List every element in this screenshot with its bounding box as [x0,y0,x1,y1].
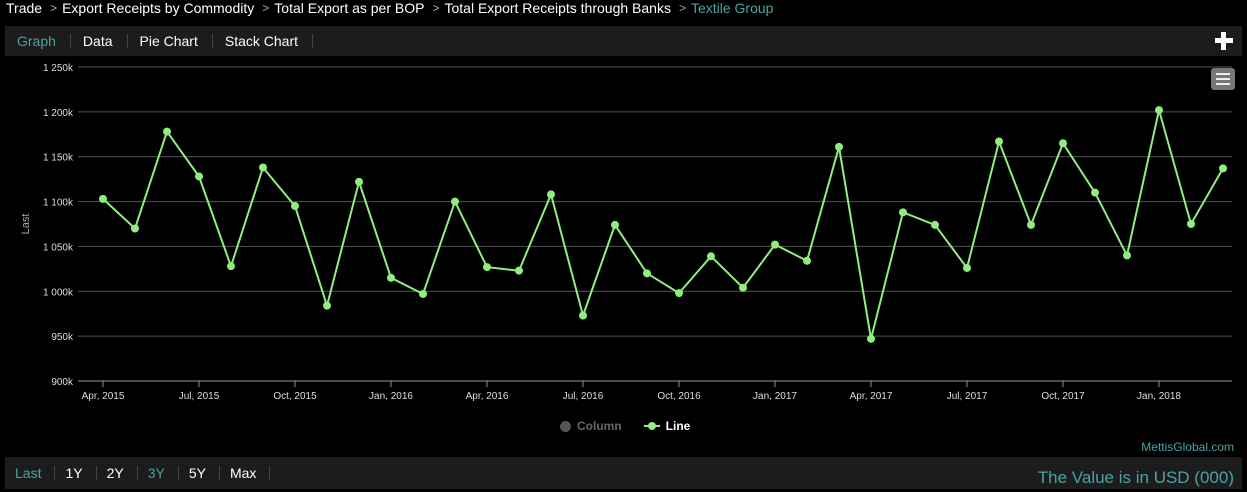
x-axis: Apr, 2015 Jul, 2015 Oct, 2015 Jan, 2016 Apr,… [82,381,1181,402]
data-point[interactable] [1187,220,1195,228]
tab-pie-chart[interactable]: Pie Chart [128,34,213,48]
x-tick-label: Jul, 2015 [179,391,220,402]
y-tick-label: 950k [51,332,74,343]
x-tick-label: Apr, 2017 [850,391,893,402]
data-point[interactable] [451,197,459,206]
data-point[interactable] [355,177,363,186]
data-point[interactable] [803,256,811,265]
chart-grid [78,66,1232,382]
breadcrumb-item[interactable]: Total Export as per BOP [274,0,425,16]
range-last[interactable]: Last [5,466,56,480]
x-tick-label: Jul, 2016 [563,391,604,402]
y-axis: 900k 950k 1 000k 1 050k 1 100k 1 150k 1 200k 1 … [43,63,74,388]
series-line [102,109,1224,340]
breadcrumb-item[interactable]: Total Export Receipts through Banks [444,0,671,16]
data-point[interactable] [515,266,523,275]
data-point[interactable] [483,263,491,272]
x-tick-label: Oct, 2015 [273,391,317,402]
data-point[interactable] [707,252,715,261]
data-point[interactable] [611,220,619,229]
data-point[interactable] [1123,251,1131,260]
breadcrumb-item[interactable]: Export Receipts by Commodity [62,0,255,16]
y-tick-label: 1 200k [43,108,74,119]
view-tab-bar: Graph Data Pie Chart Stack Chart [5,26,1242,56]
data-point[interactable] [995,137,1003,146]
data-point[interactable] [1155,106,1163,115]
data-point[interactable] [899,208,907,217]
data-point[interactable] [1027,220,1035,229]
x-tick-label: Jan, 2018 [1137,391,1181,402]
y-axis-title: Last [20,214,32,235]
legend-item-line[interactable]: Line [643,419,691,433]
x-tick-label: Apr, 2016 [466,391,509,402]
legend-line-marker-icon [643,422,660,430]
legend-line-label: Line [665,419,691,433]
x-tick-label: Jan, 2016 [369,391,413,402]
breadcrumb: Trade > Export Receipts by Commodity > T… [6,0,773,18]
data-point[interactable] [227,262,235,271]
plus-icon[interactable] [1214,31,1234,51]
y-tick-label: 1 050k [43,242,74,253]
breadcrumb-separator: > [678,1,686,15]
value-unit-note: The Value is in USD (000) [1037,468,1234,487]
y-tick-label: 1 100k [43,198,74,209]
data-point[interactable] [739,283,747,292]
data-points [99,106,1227,343]
data-point[interactable] [1091,188,1099,197]
data-point[interactable] [291,202,299,211]
credits-link[interactable]: MettisGlobal.com [1141,440,1234,454]
breadcrumb-item[interactable]: Trade [6,0,43,16]
tab-stack-chart[interactable]: Stack Chart [213,34,313,48]
data-point[interactable] [771,240,779,249]
range-2y[interactable]: 2Y [97,466,138,480]
data-point[interactable] [259,163,267,172]
x-tick-label: Oct, 2016 [657,391,701,402]
data-point[interactable] [931,220,939,229]
x-tick-label: Jul, 2017 [947,391,988,402]
data-point[interactable] [1219,164,1227,173]
legend-column-label: Column [577,419,622,433]
data-point[interactable] [419,289,427,298]
range-1y[interactable]: 1Y [55,466,97,480]
data-point[interactable] [195,172,203,181]
y-tick-label: 1 150k [43,153,74,164]
tab-data[interactable]: Data [71,34,128,48]
breadcrumb-separator: > [50,1,58,15]
data-point[interactable] [1059,139,1067,148]
legend-column-marker-icon [560,420,571,432]
data-point[interactable] [387,273,395,282]
breadcrumb-separator: > [432,1,440,15]
data-point[interactable] [99,194,107,203]
hamburger-menu-icon[interactable] [1211,68,1235,90]
y-tick-label: 900k [51,377,74,388]
breadcrumb-current: Textile Group [690,0,774,16]
range-5y[interactable]: 5Y [179,466,220,480]
tab-graph[interactable]: Graph [5,34,71,48]
data-point[interactable] [131,224,139,233]
data-point[interactable] [963,263,971,272]
x-tick-label: Apr, 2015 [82,391,125,402]
range-max[interactable]: Max [220,466,271,480]
x-tick-label: Oct, 2017 [1041,391,1085,402]
data-point[interactable] [675,289,683,298]
chart-legend: Column Line [560,419,712,433]
breadcrumb-separator: > [262,1,270,15]
range-3y[interactable]: 3Y [138,466,179,480]
x-tick-label: Jan, 2017 [753,391,797,402]
data-point[interactable] [547,190,555,199]
y-tick-label: 1 250k [43,63,74,74]
data-point[interactable] [835,142,843,151]
y-tick-label: 1 000k [43,287,74,298]
data-point[interactable] [163,127,171,136]
data-point[interactable] [867,334,875,343]
legend-item-column[interactable]: Column [560,419,622,433]
data-point[interactable] [323,301,331,310]
range-selector-bar: Last 1Y 2Y 3Y 5Y Max The Value is in USD… [5,457,1242,489]
data-point[interactable] [643,269,651,278]
line-chart: 900k 950k 1 000k 1 050k 1 100k 1 150k 1 200k 1 … [20,63,1232,402]
data-point[interactable] [579,311,587,320]
